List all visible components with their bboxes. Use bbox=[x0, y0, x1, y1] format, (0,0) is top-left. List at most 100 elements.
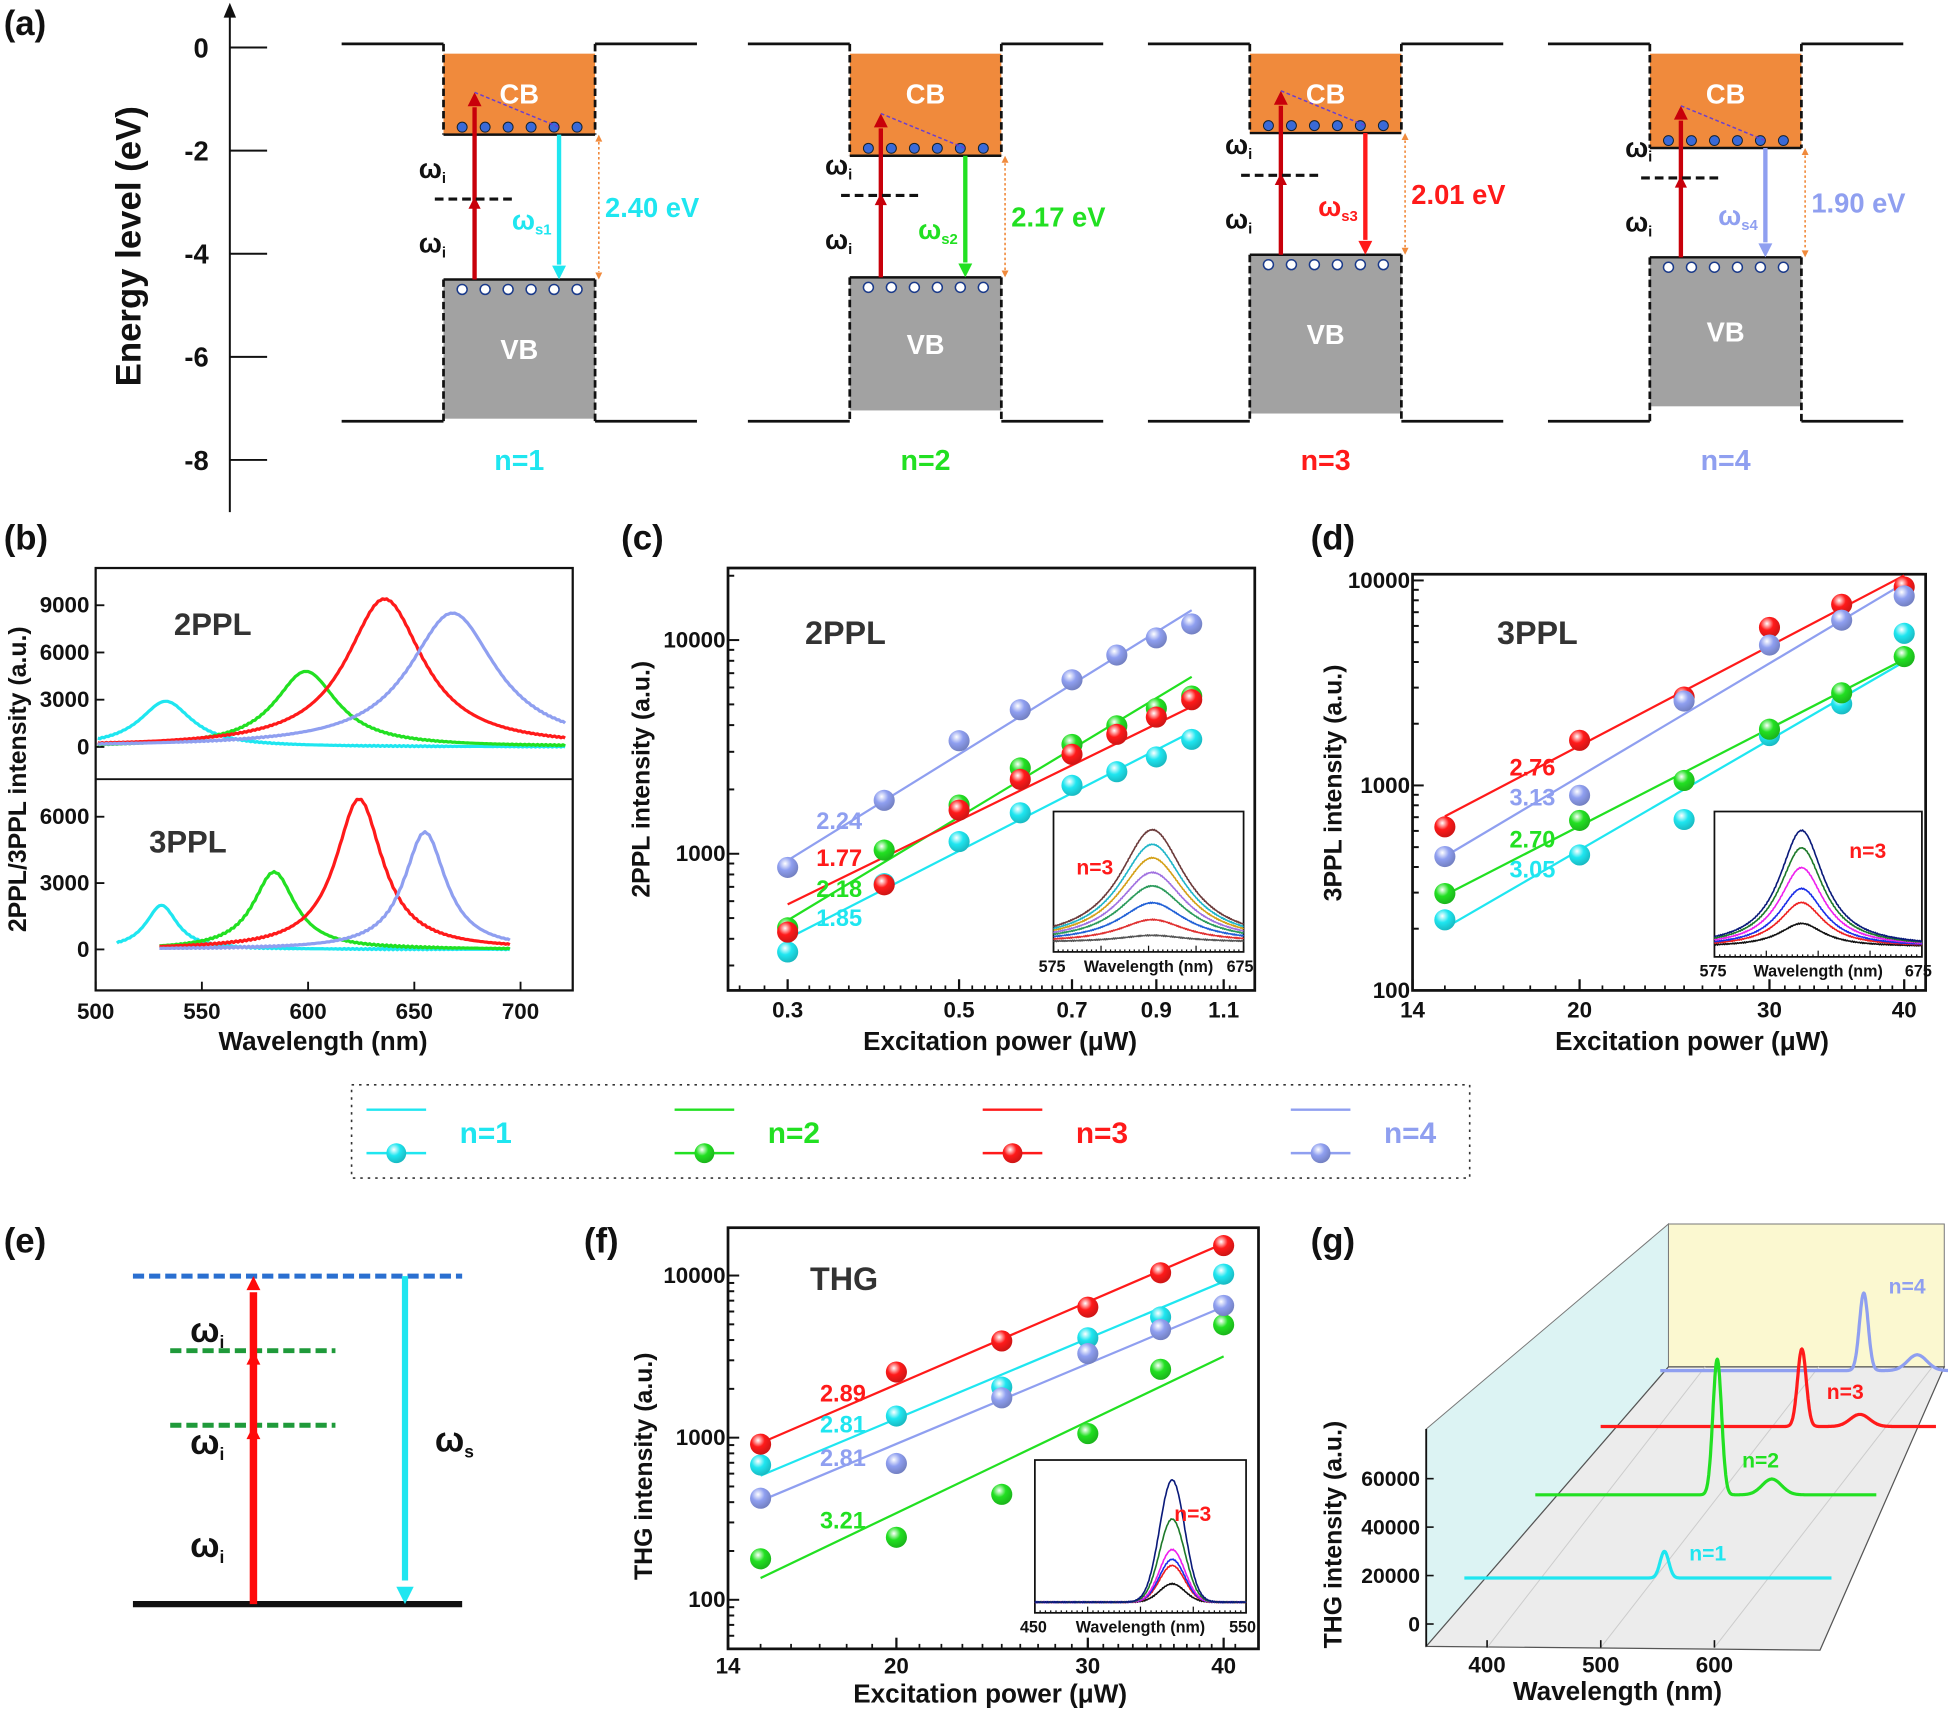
gap-arrowhead-icon bbox=[1801, 250, 1809, 258]
subplot-title-2ppl: 2PPL bbox=[174, 607, 252, 642]
inset-spectrum bbox=[1713, 846, 1923, 943]
inset-xmin-label: 575 bbox=[1039, 958, 1066, 976]
data-point-n1 bbox=[1061, 774, 1083, 796]
data-point-n4 bbox=[1181, 613, 1203, 635]
hole-dot bbox=[1662, 261, 1675, 273]
y-tick-label: 100 bbox=[688, 1587, 725, 1612]
chart-title: 2PPL bbox=[805, 615, 886, 651]
waterfall-label-n4: n=4 bbox=[1889, 1276, 1926, 1299]
relaxation-path bbox=[474, 91, 560, 128]
data-point-n4 bbox=[1061, 669, 1083, 691]
slope-label-n4: 2.24 bbox=[816, 809, 862, 835]
data-point-n3 bbox=[948, 799, 970, 821]
waterfall-label-n2: n=2 bbox=[1742, 1449, 1779, 1472]
x-tick-label: 400 bbox=[1468, 1652, 1505, 1677]
x-tick-label: 600 bbox=[289, 999, 326, 1024]
legend-item-n4: n=4 bbox=[1290, 1108, 1437, 1164]
data-point-n2 bbox=[1213, 1314, 1235, 1336]
electron-dot bbox=[479, 121, 491, 133]
omega: ω bbox=[1625, 132, 1648, 163]
data-point-n2 bbox=[750, 1548, 772, 1570]
chart-title: THG bbox=[810, 1261, 878, 1297]
data-point-n2 bbox=[1758, 718, 1781, 740]
well-n-label: n=4 bbox=[1701, 445, 1751, 477]
data-point-n1 bbox=[1893, 622, 1915, 644]
omega: ω bbox=[1318, 191, 1341, 222]
hole-dot bbox=[862, 281, 875, 294]
data-point-n1 bbox=[1106, 761, 1128, 783]
data-point-n1 bbox=[1077, 1327, 1099, 1349]
omega: ω bbox=[1225, 204, 1248, 235]
data-point-n4 bbox=[1893, 585, 1915, 607]
hole-dot bbox=[502, 283, 514, 296]
excitation-arrowhead-icon bbox=[246, 1425, 261, 1440]
thg-3d-waterfall-chart: THG intensity (a.u.) Wavelength (nm) 0 20… bbox=[1321, 1222, 1948, 1706]
fit-line-n4 bbox=[1444, 582, 1905, 858]
inset-spectrum bbox=[1053, 901, 1245, 938]
data-point-n4 bbox=[1077, 1343, 1099, 1365]
excitation-omega-label: ωi bbox=[190, 1527, 224, 1567]
subscript: i bbox=[1248, 222, 1252, 238]
data-point-n4 bbox=[991, 1387, 1013, 1409]
y-axis-label: Energy level (eV) bbox=[110, 106, 148, 386]
data-point-n4 bbox=[1831, 609, 1853, 631]
x-tick-label: 550 bbox=[183, 999, 220, 1024]
data-point-n1 bbox=[1181, 728, 1203, 750]
subscript: s bbox=[464, 1442, 474, 1462]
y-axis-label: THG intensity (a.u.) bbox=[1321, 1421, 1348, 1649]
slope-label-n1: 3.05 bbox=[1509, 857, 1555, 883]
hole-dot bbox=[1754, 261, 1767, 273]
omega: ω bbox=[435, 1421, 464, 1459]
legend-label: n=3 bbox=[1076, 1117, 1128, 1150]
excitation-arrowhead-icon bbox=[1274, 172, 1287, 186]
subscript: s2 bbox=[941, 232, 958, 248]
subscript: i bbox=[848, 167, 852, 183]
data-point-n4 bbox=[1673, 690, 1695, 712]
valence-band bbox=[1249, 254, 1402, 414]
electron-dot bbox=[456, 121, 468, 133]
data-point-n3 bbox=[1145, 706, 1167, 728]
electron-dot bbox=[931, 142, 943, 154]
inset-xmax-label: 675 bbox=[1905, 963, 1932, 981]
slope-label-n3: 1.77 bbox=[816, 846, 862, 872]
vb-label: VB bbox=[1707, 317, 1745, 348]
hole-dot bbox=[1685, 261, 1698, 273]
panel-label-f: (f) bbox=[584, 1223, 619, 1261]
floor-grid-line bbox=[1714, 1366, 1933, 1648]
fit-line-n4 bbox=[760, 1305, 1225, 1502]
y-tick-label: 60000 bbox=[1361, 1468, 1420, 1491]
inset-spectrum bbox=[1052, 871, 1244, 934]
relaxation-path bbox=[880, 112, 966, 149]
waterfall-label-n3: n=3 bbox=[1827, 1381, 1864, 1404]
slope-label-n2: 2.18 bbox=[816, 877, 862, 903]
subscript: i bbox=[1648, 224, 1652, 240]
electron-dot bbox=[908, 142, 920, 154]
data-point-n1 bbox=[885, 1405, 907, 1427]
well-n-label: n=2 bbox=[901, 445, 951, 477]
fit-line-n2 bbox=[787, 675, 1193, 922]
inset-spectrum bbox=[1713, 922, 1923, 947]
x-tick-label: 700 bbox=[502, 999, 539, 1024]
chart-title: 3PPL bbox=[1497, 615, 1578, 651]
emission-omega-label: ωs4 bbox=[1718, 200, 1758, 234]
y-axis-arrow-icon bbox=[223, 2, 237, 18]
data-point-n1 bbox=[948, 831, 970, 853]
omega: ω bbox=[190, 1527, 219, 1565]
data-point-n4 bbox=[1106, 644, 1128, 666]
data-point-n2 bbox=[1569, 809, 1591, 831]
y-tick-label: 10000 bbox=[663, 1263, 725, 1288]
excitation-omega-label: ωi bbox=[419, 227, 446, 261]
hole-dot bbox=[1262, 258, 1275, 271]
x-axis-label: Excitation power (μW) bbox=[853, 1678, 1127, 1708]
well-n-label: n=1 bbox=[494, 445, 544, 477]
data-point-n4 bbox=[885, 1452, 907, 1475]
data-point-n4 bbox=[777, 856, 799, 878]
hole-dot bbox=[1777, 261, 1790, 273]
x-axis-label: Wavelength (nm) bbox=[1513, 1676, 1722, 1706]
data-point-n2 bbox=[991, 1483, 1013, 1505]
electron-dot bbox=[1377, 120, 1389, 132]
data-point-n4 bbox=[1213, 1294, 1235, 1316]
data-point-n2 bbox=[1673, 769, 1695, 792]
hole-dot bbox=[456, 283, 468, 296]
